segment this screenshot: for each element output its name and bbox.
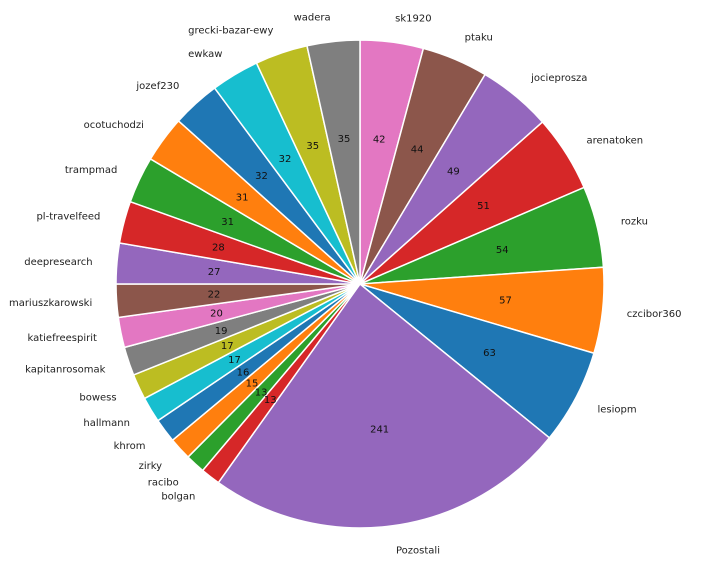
pie-category-label: Pozostali [396,545,440,556]
pie-category-label: deepresearch [24,257,92,268]
pie-category-label: racibo [148,477,179,488]
pie-value-label: 32 [279,154,292,165]
pie-category-labels: sk1920 ptaku jocieprosza arenatoken rozku czc… [9,13,682,557]
pie-slice-pozostali [217,282,551,529]
pie-category-label: ewkaw [188,49,222,60]
pie-value-label: 32 [255,171,268,182]
pie-category-label: rozku [621,216,648,227]
pie-category-label: lesiopm [597,405,636,416]
pie-value-label: 22 [208,290,221,301]
pie-value-label: 31 [236,193,249,204]
pie-category-label: arenatoken [586,135,643,146]
pie-value-label: 13 [255,387,268,398]
pie-category-label: jocieprosza [530,73,587,84]
pie-category-label: grecki-bazar-ewy [188,25,273,36]
pie-value-label: 51 [477,201,490,212]
pie-slices [115,39,605,529]
pie-category-label: ocotuchodzi [84,120,144,131]
pie-value-label: 15 [246,378,259,389]
pie-category-label: trampmad [65,165,117,176]
pie-category-label: zirky [139,461,163,472]
pie-value-label: 49 [447,167,460,178]
pie-category-label: hallmann [83,418,130,429]
pie-value-labels: 4244495154576324113131516171719202227283… [208,134,512,436]
pie-slice-wadera [306,39,361,285]
pie-value-label: 16 [237,367,250,378]
pie-value-label: 57 [499,296,512,307]
pie-value-label: 20 [210,309,223,320]
pie-category-label: pl-travelfeed [36,211,100,222]
pie-value-label: 241 [370,425,389,436]
pie-category-label: bolgan [161,491,195,502]
pie-value-label: 31 [221,217,234,228]
pie-category-label: jozef230 [135,81,179,92]
pie-value-label: 17 [228,355,241,366]
pie-value-label: 35 [306,141,319,152]
pie-value-label: 13 [264,395,277,406]
pie-value-label: 28 [212,242,225,253]
pie-category-label: mariuszkarowski [9,298,92,309]
pie-value-label: 17 [221,341,234,352]
pie-value-label: 19 [215,326,228,337]
pie-category-label: khrom [114,441,146,452]
pie-value-label: 27 [208,267,221,278]
pie-category-label: katiefreespirit [27,333,97,344]
pie-category-label: ptaku [465,32,493,43]
pie-value-label: 44 [411,145,424,156]
pie-category-label: kapitanrosomak [25,365,105,376]
pie-category-label: wadera [294,13,331,24]
pie-value-label: 35 [338,134,351,145]
pie-category-label: sk1920 [395,13,431,24]
pie-value-label: 42 [373,134,386,145]
pie-category-label: czcibor360 [627,309,682,320]
pie-value-label: 63 [483,348,496,359]
pie-category-label: bowess [79,393,116,404]
pie-value-label: 54 [496,245,509,256]
